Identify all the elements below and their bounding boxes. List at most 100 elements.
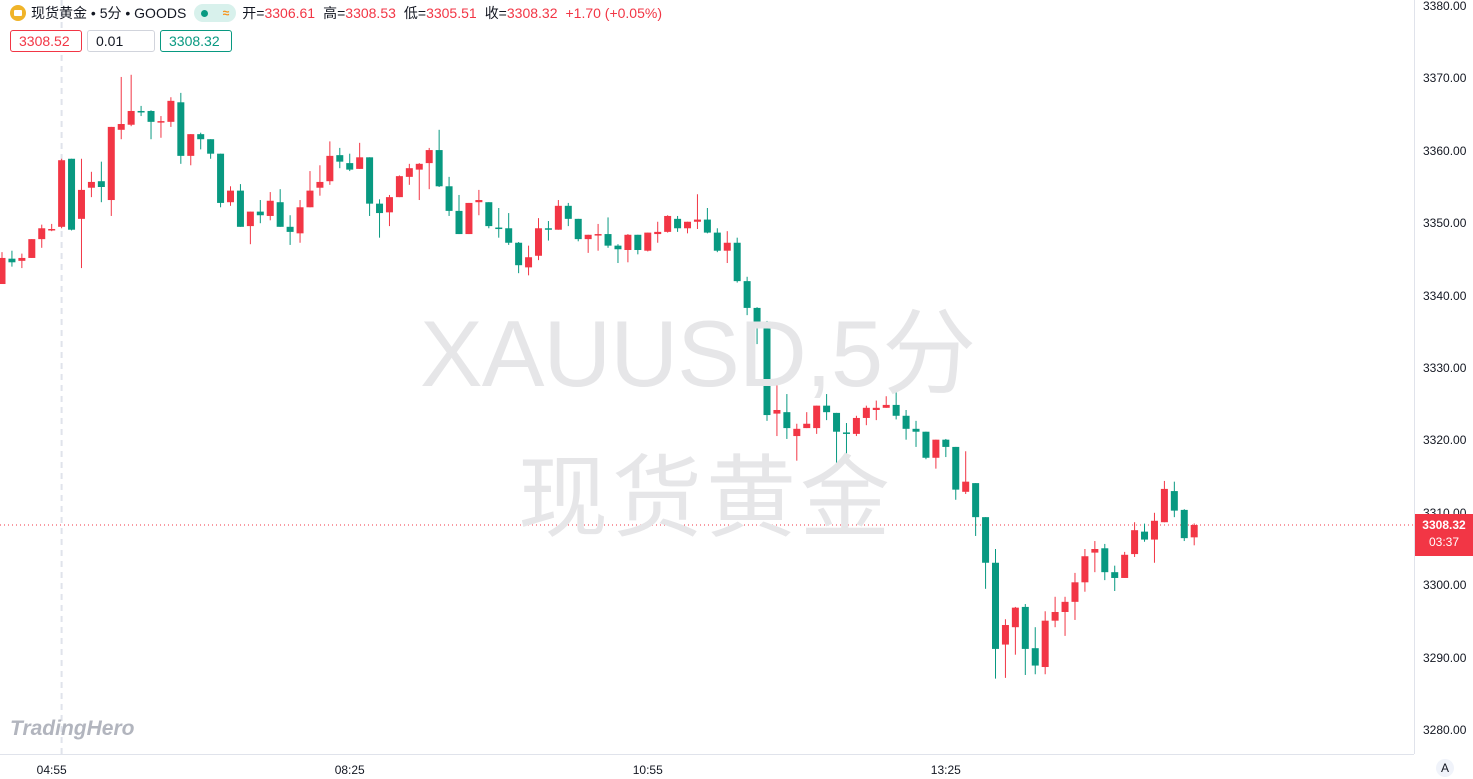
candle-body [475, 200, 483, 203]
candle-body [962, 481, 970, 492]
candle-body [952, 446, 960, 490]
candle-body [932, 439, 940, 458]
candle-body [723, 242, 731, 251]
time-tick-label: 08:25 [334, 763, 365, 777]
candle-body [604, 234, 612, 246]
candle-body [614, 245, 622, 250]
candle-body [246, 211, 254, 227]
market-status-pill[interactable]: ≈ [194, 4, 237, 22]
candle-body [525, 257, 533, 268]
time-tick-label: 10:55 [632, 763, 663, 777]
candle-body [376, 203, 384, 214]
interval[interactable]: 5分 [99, 5, 122, 21]
candle-body [445, 186, 453, 211]
candle-body [495, 227, 503, 230]
time-axis[interactable]: 04:55 08:25 10:55 13:25 [0, 754, 1414, 779]
candle-body [1011, 607, 1019, 628]
candle-body [674, 218, 682, 229]
time-tick-label: 04:55 [36, 763, 67, 777]
candle-body [336, 155, 344, 162]
candle-body [554, 205, 562, 230]
sell-button[interactable]: 3308.52 [10, 30, 82, 52]
price-tick-label: 3380.00 [1423, 0, 1467, 13]
candle-body [0, 257, 6, 285]
ohlc-close: 收=3308.32 [485, 3, 558, 23]
candle-body [902, 415, 910, 429]
candle-body [187, 134, 195, 156]
last-price-value: 3308.32 [1422, 517, 1466, 532]
candle-body [664, 215, 672, 232]
candle-body [68, 158, 76, 230]
price-tick-label: 3370.00 [1423, 71, 1467, 86]
candle-body [793, 428, 801, 437]
price-tick-label: 3300.00 [1423, 578, 1467, 593]
green-dot-icon [201, 9, 209, 17]
candle-body [753, 307, 761, 322]
price-tick-label: 3290.00 [1423, 650, 1467, 665]
candle-body [1170, 491, 1178, 511]
candle-body [733, 242, 741, 282]
exchange: GOODS [134, 5, 187, 21]
candle-body [892, 404, 900, 416]
candle-body [77, 189, 85, 219]
candlestick-chart[interactable] [0, 0, 1414, 754]
candle-body [982, 517, 990, 563]
candle-body [48, 228, 56, 231]
candle-body [296, 207, 304, 234]
separator: • [125, 5, 131, 21]
last-price-label: 3308.32 03:37 [1415, 513, 1473, 556]
candle-body [227, 190, 235, 203]
candle-body [862, 407, 870, 418]
candle-body [912, 428, 920, 432]
candle-body [197, 134, 205, 140]
candle-body [117, 124, 125, 130]
candle-body [256, 211, 264, 216]
candle-body [1141, 531, 1149, 540]
candle-body [743, 281, 751, 308]
ohlc-low: 低=3305.51 [404, 3, 477, 23]
candle-body [1121, 554, 1129, 578]
candle-body [515, 242, 523, 266]
symbol-name[interactable]: 现货黄金 [31, 5, 87, 21]
candle-body [584, 234, 592, 240]
candle-body [157, 121, 165, 123]
candle-body [97, 181, 105, 187]
candle-body [425, 150, 433, 164]
candle-body [852, 417, 860, 434]
candle-body [346, 163, 354, 170]
candle-body [823, 405, 831, 413]
candle-body [107, 126, 115, 201]
candle-body [306, 190, 314, 208]
separator: • [90, 5, 96, 21]
time-tick-label: 13:25 [930, 763, 961, 777]
candle-body [634, 234, 642, 250]
candle-body [465, 202, 473, 235]
candle-body [1071, 582, 1079, 602]
open-value: 3306.61 [264, 5, 316, 21]
auto-scale-button[interactable]: A [1436, 759, 1454, 777]
price-axis[interactable]: 3380.00 3370.00 3360.00 3350.00 3340.00 3330.… [1414, 0, 1473, 754]
candle-body [1041, 620, 1049, 668]
bar-countdown: 03:37 [1428, 534, 1460, 549]
candle-body [356, 157, 364, 169]
candle-body [326, 155, 334, 182]
quantity-input[interactable]: 0.01 [87, 30, 155, 52]
candle-body [18, 257, 26, 261]
high-label: 高= [323, 5, 346, 21]
price-tick-label: 3280.00 [1423, 723, 1467, 737]
candle-body [276, 202, 284, 227]
candle-body [505, 228, 513, 243]
price-tick-label: 3350.00 [1423, 216, 1467, 231]
candle-body [564, 205, 572, 219]
watermark-symbol: XAUUSD,5分 [420, 301, 976, 406]
candle-body [872, 407, 880, 410]
change-value: +1.70 (+0.05%) [565, 5, 662, 21]
candle-body [266, 200, 274, 216]
candle-body [415, 163, 423, 170]
candle-body [147, 110, 155, 122]
candle-body [992, 562, 999, 649]
candle-body [1101, 548, 1109, 573]
high-value: 3308.53 [345, 5, 396, 21]
candle-body [316, 181, 324, 188]
buy-button[interactable]: 3308.32 [160, 30, 232, 52]
